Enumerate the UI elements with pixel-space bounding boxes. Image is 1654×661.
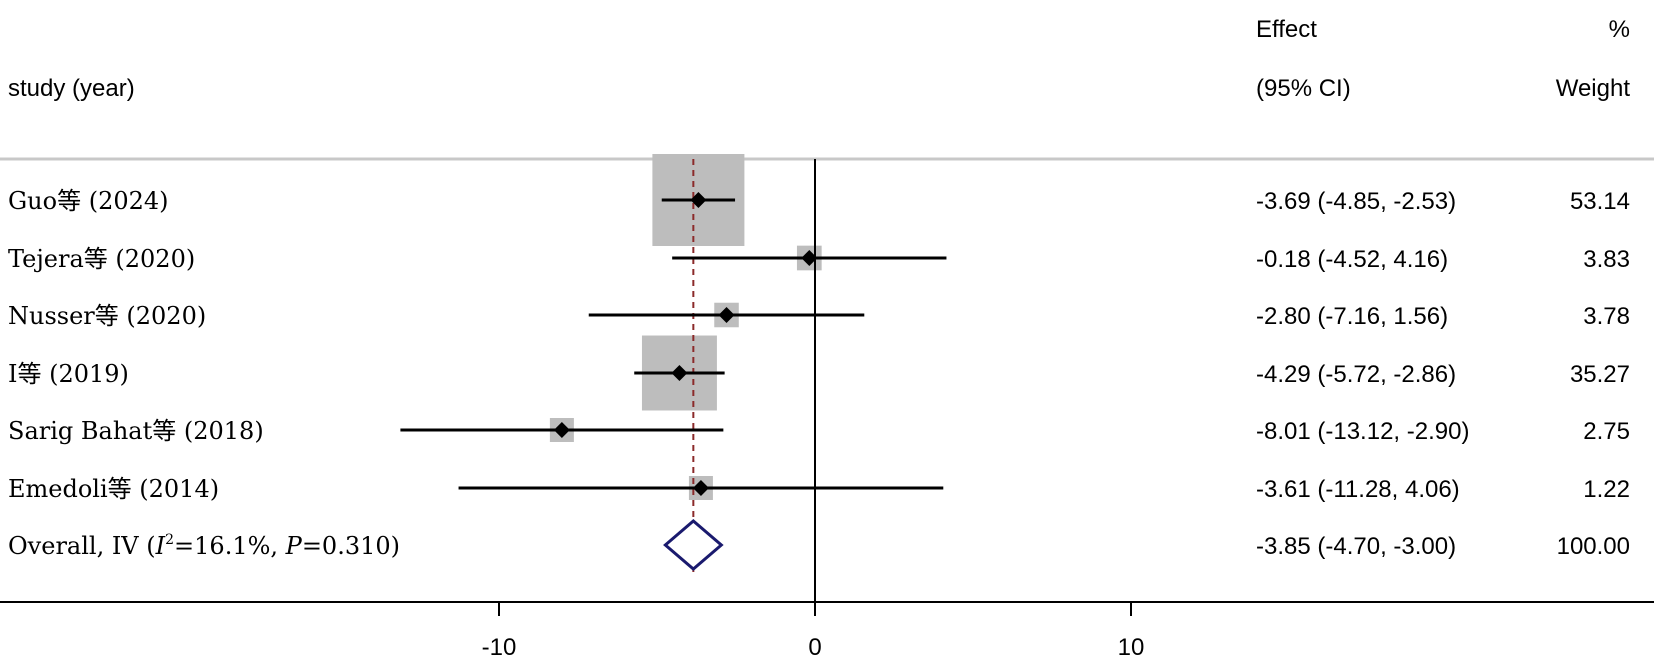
study-weight-boxes — [549, 154, 822, 500]
overall-label-prefix: Overall, IV ( — [8, 532, 156, 560]
study-ci-text: -3.69 (-4.85, -2.53) — [1256, 188, 1456, 215]
study-label: Sarig Bahat等 (2018) — [8, 417, 264, 445]
study-point-estimate — [718, 307, 735, 323]
x-tick-label: -10 — [482, 634, 517, 661]
study-point-estimate — [553, 422, 570, 438]
overall-ci-text: -3.85 (-4.70, -3.00) — [1256, 533, 1456, 560]
overall-p-value: =0.310) — [302, 532, 400, 560]
study-ci-text: -3.61 (-11.28, 4.06) — [1256, 476, 1460, 503]
study-weight-text: 3.83 — [1583, 246, 1630, 273]
confidence-intervals — [400, 192, 947, 496]
study-point-estimate — [692, 480, 709, 496]
study-weight-text: 3.78 — [1583, 303, 1630, 330]
study-ci-text: -0.18 (-4.52, 4.16) — [1256, 246, 1448, 273]
x-tick-label: 0 — [808, 634, 821, 661]
overall-label: Overall, IV (I2=16.1%, P=0.310) — [8, 532, 400, 560]
study-weight-text: 2.75 — [1583, 418, 1630, 445]
study-weight-text: 35.27 — [1570, 361, 1630, 388]
study-point-estimate — [801, 250, 818, 266]
study-label: Nusser等 (2020) — [8, 302, 206, 330]
study-ci-text: -8.01 (-13.12, -2.90) — [1256, 418, 1469, 445]
study-ci-text: -4.29 (-5.72, -2.86) — [1256, 361, 1456, 388]
overall-i2-symbol: I — [155, 532, 166, 560]
overall-p-symbol: P — [285, 532, 303, 560]
study-weight-text: 53.14 — [1570, 188, 1630, 215]
weight-header: Weight — [1556, 75, 1631, 102]
study-label: I等 (2019) — [8, 360, 129, 388]
overall-i2-value: =16.1%, — [174, 532, 286, 560]
effect-header: Effect — [1256, 16, 1317, 43]
study-point-estimate — [671, 365, 688, 381]
study-point-estimate — [690, 192, 707, 208]
study-label: Guo等 (2024) — [8, 187, 169, 215]
ci-header: (95% CI) — [1256, 75, 1351, 102]
study-header: study (year) — [8, 75, 135, 102]
study-weight-text: 1.22 — [1583, 476, 1630, 503]
study-rows: Guo等 (2024) -3.69 (-4.85, -2.53) 53.14 Teje… — [8, 187, 1630, 503]
weight-header-percent: % — [1609, 16, 1630, 43]
x-tick-label: 10 — [1118, 634, 1145, 661]
study-label: Emedoli等 (2014) — [8, 475, 219, 503]
x-axis-ticks: -10 0 10 — [482, 602, 1145, 661]
overall-i2-sup: 2 — [165, 532, 174, 548]
overall-weight-text: 100.00 — [1557, 533, 1630, 560]
study-ci-text: -2.80 (-7.16, 1.56) — [1256, 303, 1448, 330]
overall-diamond — [663, 519, 724, 571]
study-label: Tejera等 (2020) — [8, 245, 195, 273]
